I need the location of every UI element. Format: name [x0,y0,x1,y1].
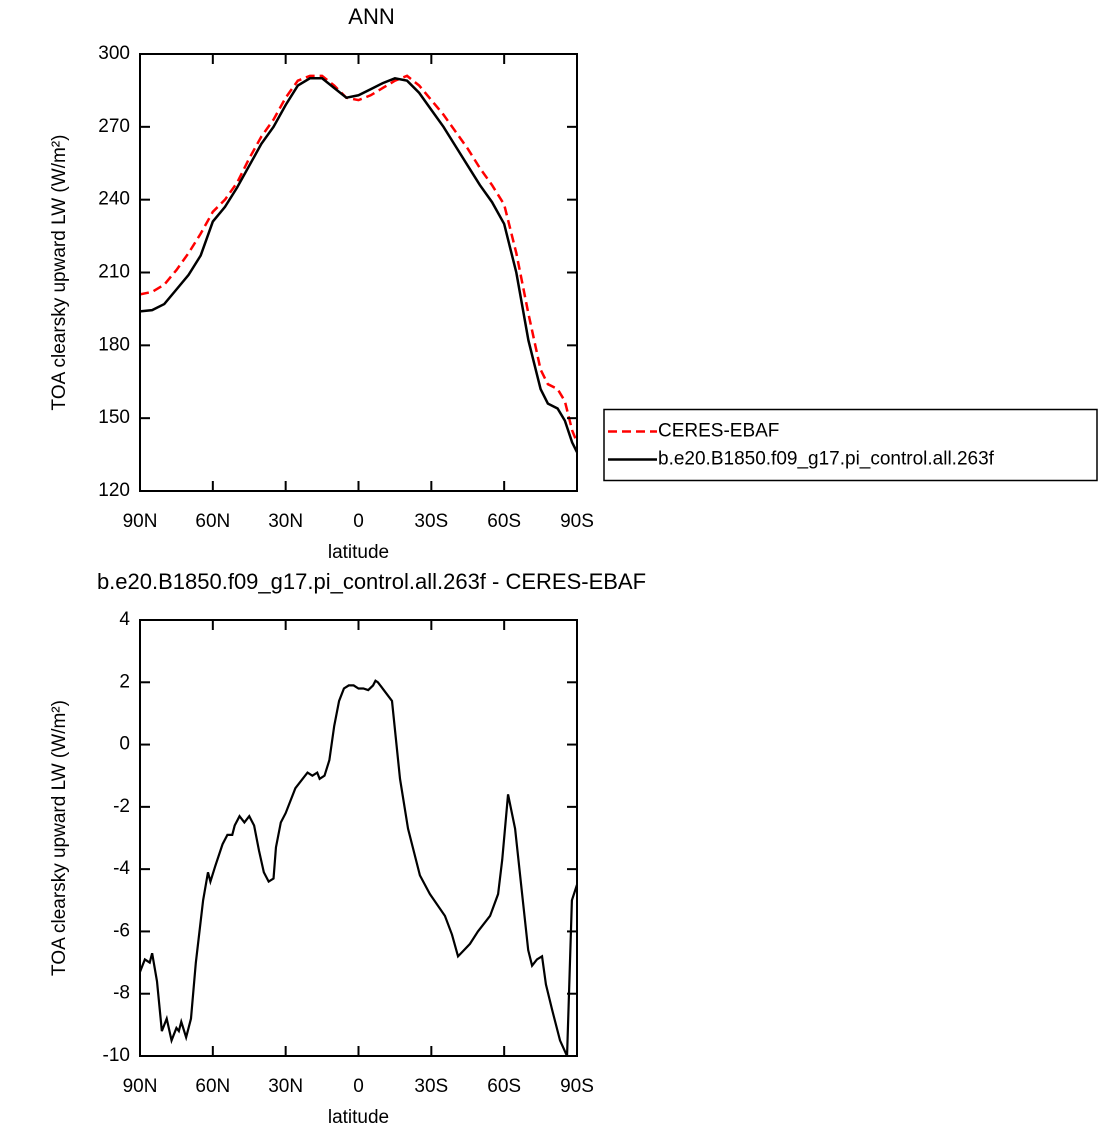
y-axis-label: TOA clearsky upward LW (W/m²) [49,700,70,976]
y-tick-label: 2 [119,671,130,692]
x-tick-label: 60S [487,511,521,532]
plot-frame [139,619,578,1057]
x-tick-label: 90N [123,511,158,532]
x-tick-label: 30S [414,1076,448,1097]
data-line [139,74,579,443]
x-tick-label: 60S [487,1076,521,1097]
y-tick-label: 240 [98,189,130,210]
x-tick-label: 60N [195,511,230,532]
y-tick-label: -8 [113,983,130,1004]
y-tick-label: 0 [119,734,130,755]
y-axis-label: TOA clearsky upward LW (W/m²) [49,135,70,411]
y-tick-label: -10 [103,1045,130,1066]
x-tick-label: 30S [414,511,448,532]
legend-label: CERES-EBAF [658,421,779,442]
y-tick-label: 150 [98,407,130,428]
x-tick-label: 30N [268,1076,303,1097]
x-tick-label: 0 [353,1076,364,1097]
y-tick-label: -6 [113,920,130,941]
x-tick-label: 90N [123,1076,158,1097]
legend-box [603,408,1098,482]
legend-label: b.e20.B1850.f09_g17.pi_control.all.263f [658,449,995,470]
y-tick-label: 210 [98,262,130,283]
x-tick-label: 90S [560,511,594,532]
plot-frame [139,53,578,492]
y-tick-label: 4 [119,609,130,630]
y-tick-label: 120 [98,480,130,501]
data-line [139,76,579,453]
x-tick-label: 30N [268,511,303,532]
y-tick-label: 270 [98,116,130,137]
x-axis-label: latitude [328,1107,389,1128]
x-axis-label: latitude [328,542,389,563]
y-tick-label: -2 [113,796,130,817]
chart-title: ANN [348,4,394,29]
chart-title: b.e20.B1850.f09_g17.pi_control.all.263f … [97,569,646,594]
y-tick-label: -4 [113,858,130,879]
y-tick-label: 180 [98,334,130,355]
x-tick-label: 60N [195,1076,230,1097]
data-line [138,679,579,1057]
x-tick-label: 0 [353,511,364,532]
y-tick-label: 300 [98,43,130,64]
x-tick-label: 90S [560,1076,594,1097]
